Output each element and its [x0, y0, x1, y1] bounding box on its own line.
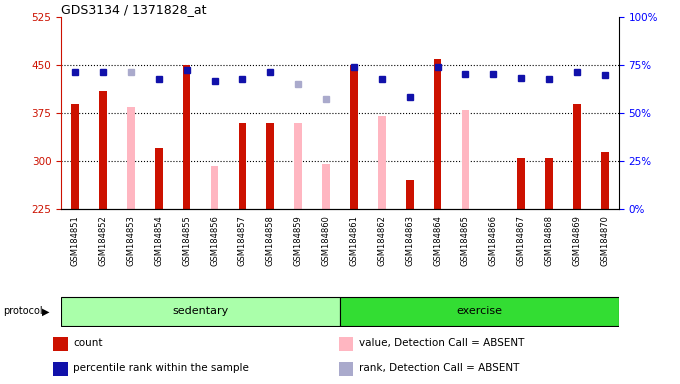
Bar — [71, 104, 79, 209]
Text: GSM184852: GSM184852 — [99, 215, 107, 266]
Bar — [61, 297, 340, 326]
Bar — [339, 337, 353, 351]
Text: rank, Detection Call = ABSENT: rank, Detection Call = ABSENT — [359, 363, 520, 373]
Bar — [545, 158, 553, 209]
Text: GSM184853: GSM184853 — [126, 215, 135, 266]
Bar — [350, 65, 358, 209]
Text: GSM184865: GSM184865 — [461, 215, 470, 266]
Bar — [378, 116, 386, 209]
Bar — [340, 297, 619, 326]
Bar — [406, 180, 413, 209]
Text: value, Detection Call = ABSENT: value, Detection Call = ABSENT — [359, 338, 524, 348]
Text: GSM184869: GSM184869 — [573, 215, 581, 266]
Text: GSM184854: GSM184854 — [154, 215, 163, 266]
Bar — [294, 123, 302, 209]
Text: GSM184866: GSM184866 — [489, 215, 498, 266]
Text: GSM184855: GSM184855 — [182, 215, 191, 266]
Bar — [53, 362, 67, 376]
Text: GSM184868: GSM184868 — [545, 215, 554, 266]
Text: GSM184864: GSM184864 — [433, 215, 442, 266]
Text: percentile rank within the sample: percentile rank within the sample — [73, 363, 249, 373]
Text: count: count — [73, 338, 103, 348]
Bar — [239, 123, 246, 209]
Bar — [462, 110, 469, 209]
Bar — [211, 166, 218, 209]
Text: GSM184867: GSM184867 — [517, 215, 526, 266]
Bar — [434, 59, 441, 209]
Bar — [53, 337, 67, 351]
Bar — [322, 164, 330, 209]
Text: GSM184858: GSM184858 — [266, 215, 275, 266]
Bar — [155, 149, 163, 209]
Text: protocol: protocol — [3, 306, 43, 316]
Text: exercise: exercise — [456, 306, 503, 316]
Bar — [517, 158, 525, 209]
Text: sedentary: sedentary — [173, 306, 228, 316]
Bar — [601, 152, 609, 209]
Text: GSM184863: GSM184863 — [405, 215, 414, 266]
Text: GSM184860: GSM184860 — [322, 215, 330, 266]
Text: GSM184857: GSM184857 — [238, 215, 247, 266]
Text: GSM184859: GSM184859 — [294, 215, 303, 266]
Text: GSM184862: GSM184862 — [377, 215, 386, 266]
Text: GSM184851: GSM184851 — [71, 215, 80, 266]
Text: GDS3134 / 1371828_at: GDS3134 / 1371828_at — [61, 3, 207, 16]
Bar — [99, 91, 107, 209]
Text: GSM184861: GSM184861 — [350, 215, 358, 266]
Bar — [127, 107, 135, 209]
Text: GSM184870: GSM184870 — [600, 215, 609, 266]
Text: GSM184856: GSM184856 — [210, 215, 219, 266]
Bar — [267, 123, 274, 209]
Text: ▶: ▶ — [42, 306, 50, 316]
Bar — [339, 362, 353, 376]
Bar — [183, 65, 190, 209]
Bar — [573, 104, 581, 209]
